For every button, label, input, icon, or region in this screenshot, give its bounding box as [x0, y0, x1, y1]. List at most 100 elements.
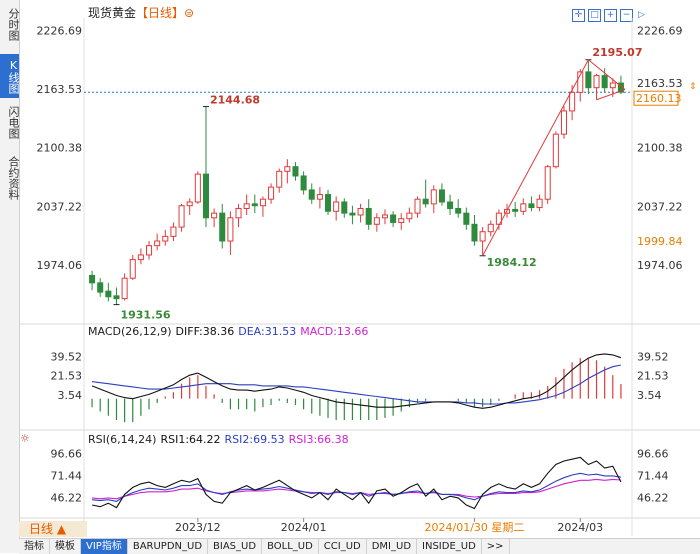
tab-indicators[interactable]: 指标	[19, 539, 50, 554]
tab-templates[interactable]: 模板	[50, 539, 81, 554]
y-tick-label-right: 2163.53	[637, 77, 683, 90]
last-price-label: 2160.13	[636, 92, 682, 105]
zoom-in-icon[interactable]: +	[604, 9, 617, 22]
tab-boll[interactable]: BOLL_UD	[262, 539, 319, 554]
expand-right-icon[interactable]: ▷	[638, 10, 645, 20]
zoom-out-icon[interactable]: −	[620, 9, 633, 22]
candle-body	[520, 203, 527, 212]
candle-body	[414, 198, 421, 214]
candle-body	[113, 295, 120, 300]
candle-body	[487, 223, 494, 233]
candle-body	[536, 198, 543, 209]
candle-body	[349, 212, 356, 216]
low-label: 1931.56	[120, 309, 170, 322]
rsi1-value: RSI1:64.22	[160, 433, 221, 446]
candle-body	[243, 203, 250, 209]
candle-body	[390, 214, 397, 223]
tab-kline[interactable]: K线图	[0, 54, 20, 98]
tab-inside[interactable]: INSIDE_UD	[417, 539, 482, 554]
candle-body	[178, 205, 185, 228]
candle-body	[569, 91, 576, 112]
candle-body	[438, 189, 445, 203]
crosshair-icon[interactable]: ✛	[572, 9, 585, 22]
candle-body	[89, 274, 96, 284]
candle-body	[495, 212, 502, 225]
macd-macd-value: MACD:13.66	[300, 325, 369, 338]
candle-body	[194, 173, 201, 203]
sun-icon[interactable]: ☼	[20, 432, 30, 445]
rsi-params: RSI(6,14,24)	[88, 433, 157, 446]
rsi2-value: RSI2:69.53	[224, 433, 285, 446]
high-label: 2144.68	[210, 94, 260, 107]
page-title: 现货黄金【日线】⊜	[88, 4, 194, 21]
candle-body	[211, 212, 218, 219]
candle-body	[227, 217, 234, 242]
period-label[interactable]: 【日线】	[136, 6, 185, 20]
tab-contract-info[interactable]: 合约资料	[7, 155, 20, 200]
candle-body	[381, 214, 388, 219]
x-tick-label: 2024/01	[281, 521, 327, 534]
tab-vip-indicators[interactable]: VIP指标	[81, 539, 128, 554]
period-button[interactable]: 日线 ▲	[19, 521, 87, 537]
tab-flash-chart[interactable]: 闪电图	[7, 106, 20, 139]
candle-body	[186, 201, 193, 207]
rsi-tick-right: 96.66	[637, 447, 669, 460]
macd-tick-right: 39.52	[637, 351, 669, 364]
y-tick-label-left: 2226.69	[37, 24, 83, 37]
macd-params: MACD(26,12,9)	[88, 325, 172, 338]
tab-barupdn[interactable]: BARUPDN_UD	[128, 539, 209, 554]
last-price-box	[633, 90, 679, 106]
tab-time-sharing[interactable]: 分时图	[7, 8, 20, 41]
rsi-tick-left: 46.22	[51, 492, 83, 505]
candle-body	[398, 218, 405, 223]
candle-body	[105, 290, 112, 298]
candle-body	[544, 166, 551, 200]
toolbar: ✛ □ + − ▷	[572, 2, 650, 22]
candle-body	[325, 194, 332, 212]
candle-body	[268, 186, 275, 200]
macd-tick-left: 39.52	[51, 351, 83, 364]
candle-body	[146, 245, 153, 256]
candle-body	[170, 226, 177, 237]
tab-more[interactable]: >>	[482, 539, 510, 554]
tab-dmi[interactable]: DMI_UD	[367, 539, 418, 554]
candle-body	[463, 212, 470, 225]
candle-body	[333, 201, 340, 212]
candle-body	[528, 203, 535, 209]
candle-body	[276, 170, 283, 188]
candle-body	[552, 133, 559, 168]
macd-tick-left: 21.53	[51, 370, 83, 383]
candle-body	[162, 235, 169, 242]
y-tick-label-right: 2100.38	[637, 142, 683, 155]
macd-tick-right: 3.54	[637, 389, 662, 402]
candle-body	[284, 166, 291, 172]
rsi1-line	[91, 456, 622, 510]
candle-body	[316, 194, 323, 200]
candle-body	[235, 207, 242, 219]
candle-body	[560, 110, 567, 135]
arrow-icon: ⇕	[689, 82, 697, 92]
zoom-fit-icon[interactable]: □	[588, 9, 601, 22]
candle-body	[129, 259, 136, 279]
sidebar: 分时图 K线图 闪电图 合约资料	[0, 0, 20, 553]
indicator-tabs: 指标 模板 VIP指标 BARUPDN_UD BIAS_UD BOLL_UD CCI_UD D…	[19, 538, 700, 554]
tab-cci[interactable]: CCI_UD	[319, 539, 367, 554]
tab-bias[interactable]: BIAS_UD	[208, 539, 263, 554]
candle-body	[422, 198, 429, 205]
y-tick-label-left: 2037.22	[37, 200, 83, 213]
rsi-tick-left: 96.66	[51, 447, 83, 460]
candle-body	[202, 173, 209, 219]
high2-label: 2195.07	[592, 46, 642, 59]
macd-diff-value: DIFF:38.36	[175, 325, 235, 338]
candle-body	[585, 71, 592, 89]
y-tick-label-right: 2226.69	[637, 24, 683, 37]
rsi-legend: RSI(6,14,24) RSI1:64.22 RSI2:69.53 RSI3:66.…	[88, 433, 353, 446]
candle-body	[121, 277, 128, 300]
candle-body	[292, 166, 299, 177]
candle-body	[479, 231, 486, 242]
candle-body	[617, 82, 624, 93]
gear-icon[interactable]: ⊜	[184, 6, 195, 20]
candle-body	[97, 282, 104, 293]
